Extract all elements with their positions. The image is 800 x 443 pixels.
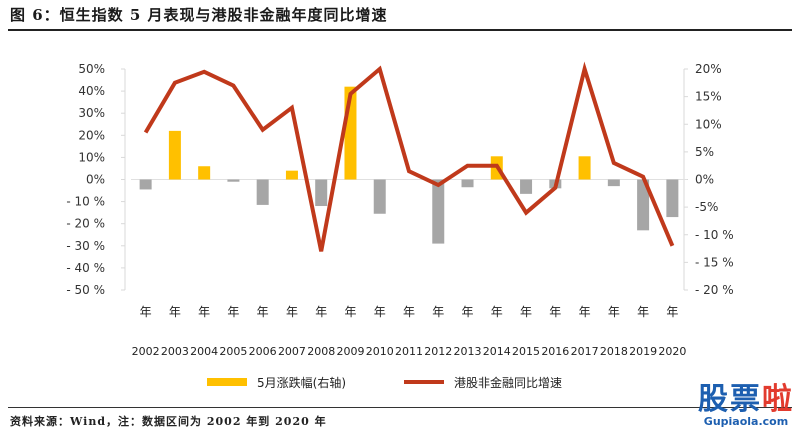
legend-bar-swatch <box>207 378 247 386</box>
category-suffix-label: 年 <box>491 305 503 319</box>
category-label: 2016 <box>541 345 569 358</box>
bar <box>666 179 679 218</box>
right-axis-tick-label: 15% <box>695 90 722 104</box>
category-label: 2005 <box>219 345 247 358</box>
bar <box>432 179 445 244</box>
category-label: 2011 <box>395 345 423 358</box>
category-label: 2015 <box>512 345 540 358</box>
series-line <box>143 61 675 252</box>
category-suffix-label: 年 <box>432 305 444 319</box>
right-axis-tick-label: - 20 % <box>695 283 734 297</box>
bar <box>461 179 474 188</box>
category-suffix-label: 年 <box>462 305 474 319</box>
category-label: 2006 <box>249 345 277 358</box>
legend-bar-label: 5月涨跌幅(右轴) <box>257 375 346 390</box>
right-axis-tick-label: -5% <box>695 200 718 214</box>
category-suffix-label: 年 <box>227 305 239 319</box>
category-label: 2008 <box>307 345 335 358</box>
category-label: 2010 <box>366 345 394 358</box>
left-axis-tick-label: 0% <box>86 173 105 187</box>
right-axis-tick-label: 5% <box>695 145 714 159</box>
category-suffix-label: 年 <box>520 305 532 319</box>
category-suffix-label: 年 <box>198 305 210 319</box>
category-suffix-label: 年 <box>549 305 561 319</box>
category-label: 2002 <box>132 345 160 358</box>
category-suffix-label: 年 <box>608 305 620 319</box>
category-label: 2014 <box>483 345 511 358</box>
category-suffix-label: 年 <box>315 305 327 319</box>
category-label: 2012 <box>424 345 452 358</box>
bar <box>520 179 533 194</box>
right-axis-tick-label: 0% <box>695 173 714 187</box>
bar <box>607 179 620 187</box>
category-label: 2020 <box>658 345 686 358</box>
bar <box>198 166 211 180</box>
category-label: 2009 <box>336 345 364 358</box>
bar <box>578 156 591 180</box>
category-suffix-label: 年 <box>286 305 298 319</box>
figure-title: 图 6：恒生指数 5 月表现与港股非金融年度同比增速 <box>10 6 388 24</box>
category-suffix-label: 年 <box>637 305 649 319</box>
left-axis-tick-label: 10% <box>78 150 105 164</box>
left-axis-tick-label: 40% <box>78 84 105 98</box>
watermark-brand: 股票啦 <box>698 384 794 416</box>
bar <box>637 179 650 231</box>
bar <box>373 179 386 214</box>
left-axis-tick-label: - 10 % <box>66 195 105 209</box>
left-axis-tick-label: - 30 % <box>66 239 105 253</box>
category-label: 2004 <box>190 345 218 358</box>
category-suffix-label: 年 <box>344 305 356 319</box>
bar <box>315 179 328 207</box>
left-axis-tick-label: - 20 % <box>66 217 105 231</box>
legend-line-label: 港股非金融同比增速 <box>454 375 562 390</box>
top-rule <box>8 29 792 31</box>
category-label: 2019 <box>629 345 657 358</box>
left-axis-tick-label: 50% <box>78 62 105 76</box>
bottom-rule <box>8 407 792 408</box>
category-label: 2007 <box>278 345 306 358</box>
category-suffix-label: 年 <box>169 305 181 319</box>
category-suffix-label: 年 <box>403 305 415 319</box>
watermark-brand-part2: 啦 <box>762 382 794 417</box>
category-suffix-label: 年 <box>374 305 386 319</box>
left-axis-tick-label: 20% <box>78 128 105 142</box>
bar <box>168 130 181 180</box>
source-note: 资料来源：Wind，注：数据区间为 2002 年到 2020 年 <box>10 415 327 428</box>
category-suffix-label: 年 <box>666 305 678 319</box>
left-axis-tick-label: - 40 % <box>66 261 105 275</box>
bar <box>139 179 152 190</box>
category-label: 2013 <box>454 345 482 358</box>
category-suffix-label: 年 <box>579 305 591 319</box>
left-axis-tick-label: - 50 % <box>66 283 105 297</box>
category-suffix-label: 年 <box>140 305 152 319</box>
left-axis-tick-label: 30% <box>78 106 105 120</box>
bar <box>256 179 269 205</box>
right-axis-tick-label: - 15 % <box>695 255 734 269</box>
right-axis-tick-label: 20% <box>695 62 722 76</box>
category-label: 2018 <box>600 345 628 358</box>
watermark-brand-part1: 股票 <box>698 382 762 417</box>
watermark-url: Gupiaola.com <box>703 415 789 428</box>
category-label: 2003 <box>161 345 189 358</box>
right-axis-tick-label: - 10 % <box>695 228 734 242</box>
bar <box>285 170 298 180</box>
category-label: 2017 <box>571 345 599 358</box>
right-axis-tick-label: 10% <box>695 117 722 131</box>
bar <box>227 179 240 182</box>
category-suffix-label: 年 <box>257 305 269 319</box>
chart: 50% 40% 30% 20% 10% 0% - 10 % - 20 % - 30 % - 40 … <box>66 61 734 390</box>
watermark: 股票啦 Gupiaola.com <box>698 384 794 428</box>
